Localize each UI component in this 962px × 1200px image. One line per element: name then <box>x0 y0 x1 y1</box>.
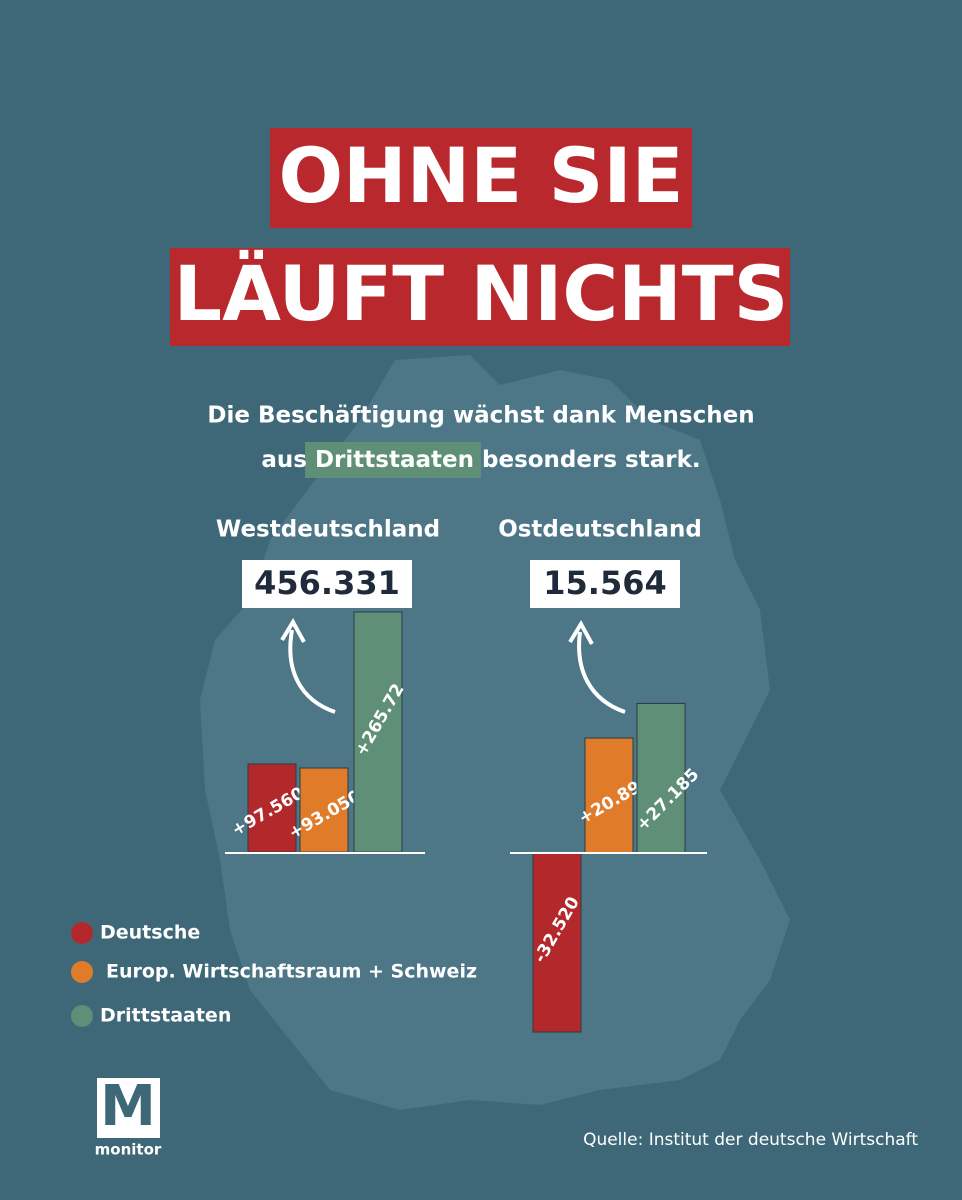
legend-label: Europ. Wirtschaftsraum + Schweiz <box>106 961 477 983</box>
legend-swatch <box>71 1005 93 1027</box>
chart-title: Ostdeutschland <box>498 517 702 543</box>
logo-box <box>97 1078 160 1138</box>
logo-text: monitor <box>95 1141 162 1159</box>
bar <box>532 852 582 1033</box>
subtitle: aus Drittstaaten besonders stark. <box>261 447 700 473</box>
arrow <box>288 629 336 714</box>
source: Quelle: Institut der deutsche Wirtschaft <box>583 1130 918 1150</box>
chart-title: Westdeutschland <box>216 517 440 543</box>
bar <box>299 767 349 853</box>
legend-swatch <box>71 922 93 944</box>
bar <box>353 611 403 853</box>
legend: Deutsche Europ. Wirtschaftsraum + Schweiz… <box>71 922 477 1027</box>
bar <box>636 702 686 854</box>
bar <box>247 763 297 853</box>
total-box <box>242 560 412 608</box>
bar <box>584 737 634 854</box>
headline-box <box>170 248 790 346</box>
subtitle-part: aus <box>261 447 307 473</box>
total-box <box>530 560 680 608</box>
headline: LÄUFT NICHTS <box>174 249 789 338</box>
arrow-head <box>280 618 306 643</box>
legend-label: Deutsche <box>100 922 200 944</box>
legend-label: Drittstaaten <box>100 1005 231 1027</box>
legend-swatch <box>71 961 93 983</box>
total: 15.564 <box>543 564 666 602</box>
arrow-head <box>568 620 594 645</box>
subtitle-part: besonders stark. <box>482 447 701 473</box>
map-germany <box>200 355 790 1110</box>
arrow <box>577 631 626 714</box>
subtitle: Die Beschäftigung wächst dank Menschen <box>207 403 754 429</box>
highlight <box>305 442 481 478</box>
headline: OHNE SIE <box>278 131 683 220</box>
logo-mark: M <box>100 1074 156 1139</box>
headline-box <box>270 128 692 228</box>
total: 456.331 <box>254 564 400 602</box>
subtitle-part: Drittstaaten <box>315 447 474 473</box>
